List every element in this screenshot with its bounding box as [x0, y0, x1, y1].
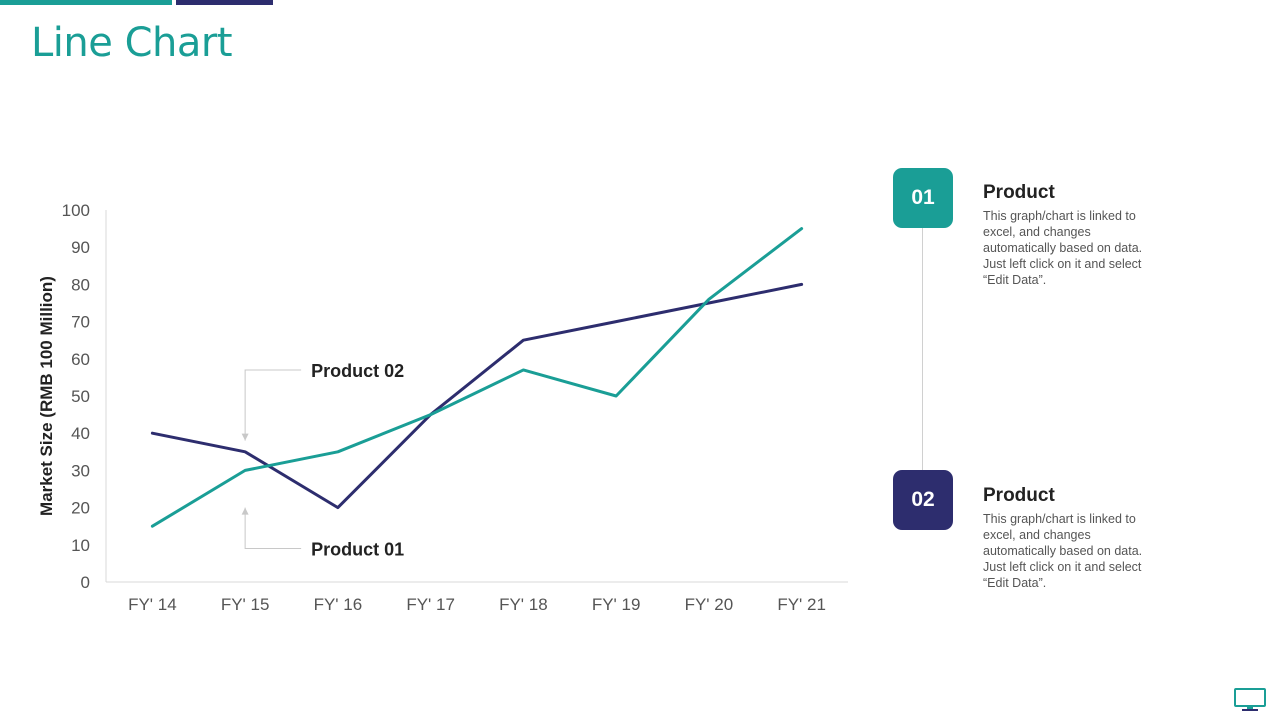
data-point-product-01[interactable]: [798, 225, 806, 233]
legend-title-02: Product: [983, 485, 1055, 506]
x-tick-label: FY' 21: [777, 595, 826, 614]
y-tick-label: 20: [71, 499, 90, 518]
annotation-label: Product 02: [311, 361, 404, 381]
x-tick-label: FY' 19: [592, 595, 641, 614]
annotation-leader: [244, 507, 302, 550]
annotation-leader: [244, 369, 302, 441]
y-tick-label: 30: [71, 461, 90, 480]
y-axis-label: Market Size (RMB 100 Million): [37, 276, 56, 516]
data-point-product-02[interactable]: [612, 318, 620, 326]
line-chart[interactable]: 0 10 20 30 40 50 60 70 80 90 100 FY' 14 FY' 15 FY' 16…: [0, 150, 870, 630]
legend-connector: [922, 228, 923, 470]
y-tick-label: 70: [71, 313, 90, 332]
monitor-icon[interactable]: [1234, 688, 1266, 712]
data-point-product-01[interactable]: [705, 295, 713, 303]
annotation-label: Product 01: [311, 540, 404, 560]
legend-description-02: This graph/chart is linked to excel, and…: [983, 512, 1143, 590]
legend-title-01: Product: [983, 182, 1055, 203]
annotation-arrowhead: [241, 507, 249, 515]
data-point-product-02[interactable]: [519, 336, 527, 344]
accent-bar-teal: [0, 0, 172, 5]
data-point-product-02[interactable]: [798, 280, 806, 288]
y-tick-label: 80: [71, 275, 90, 294]
y-tick-label: 40: [71, 424, 90, 443]
x-tick-label: FY' 18: [499, 595, 548, 614]
legend-number-01: 01: [893, 168, 953, 228]
y-tick-label: 60: [71, 350, 90, 369]
annotation-arrowhead: [241, 433, 249, 441]
y-tick-label: 90: [71, 238, 90, 257]
data-point-product-01[interactable]: [612, 392, 620, 400]
x-tick-label: FY' 15: [221, 595, 270, 614]
data-point-product-01[interactable]: [241, 466, 249, 474]
data-point-product-02[interactable]: [334, 504, 342, 512]
series-line-product-02[interactable]: [150, 282, 804, 510]
page-title: Line Chart: [31, 20, 233, 66]
data-point-product-01[interactable]: [427, 411, 435, 419]
x-tick-label: FY' 16: [314, 595, 363, 614]
data-point-product-02[interactable]: [148, 429, 156, 437]
data-point-product-01[interactable]: [148, 522, 156, 530]
y-tick-label: 50: [71, 387, 90, 406]
data-point-product-01[interactable]: [334, 448, 342, 456]
x-tick-label: FY' 17: [406, 595, 455, 614]
data-point-product-02[interactable]: [241, 448, 249, 456]
series-line-product-01[interactable]: [150, 227, 804, 528]
y-tick-label: 100: [62, 201, 90, 220]
accent-bar-navy: [176, 0, 273, 5]
y-tick-label: 10: [71, 536, 90, 555]
data-point-product-01[interactable]: [519, 366, 527, 374]
x-tick-label: FY' 20: [685, 595, 734, 614]
y-tick-label: 0: [81, 573, 90, 592]
x-tick-label: FY' 14: [128, 595, 177, 614]
legend-description-01: This graph/chart is linked to excel, and…: [983, 209, 1143, 287]
legend-number-02: 02: [893, 470, 953, 530]
